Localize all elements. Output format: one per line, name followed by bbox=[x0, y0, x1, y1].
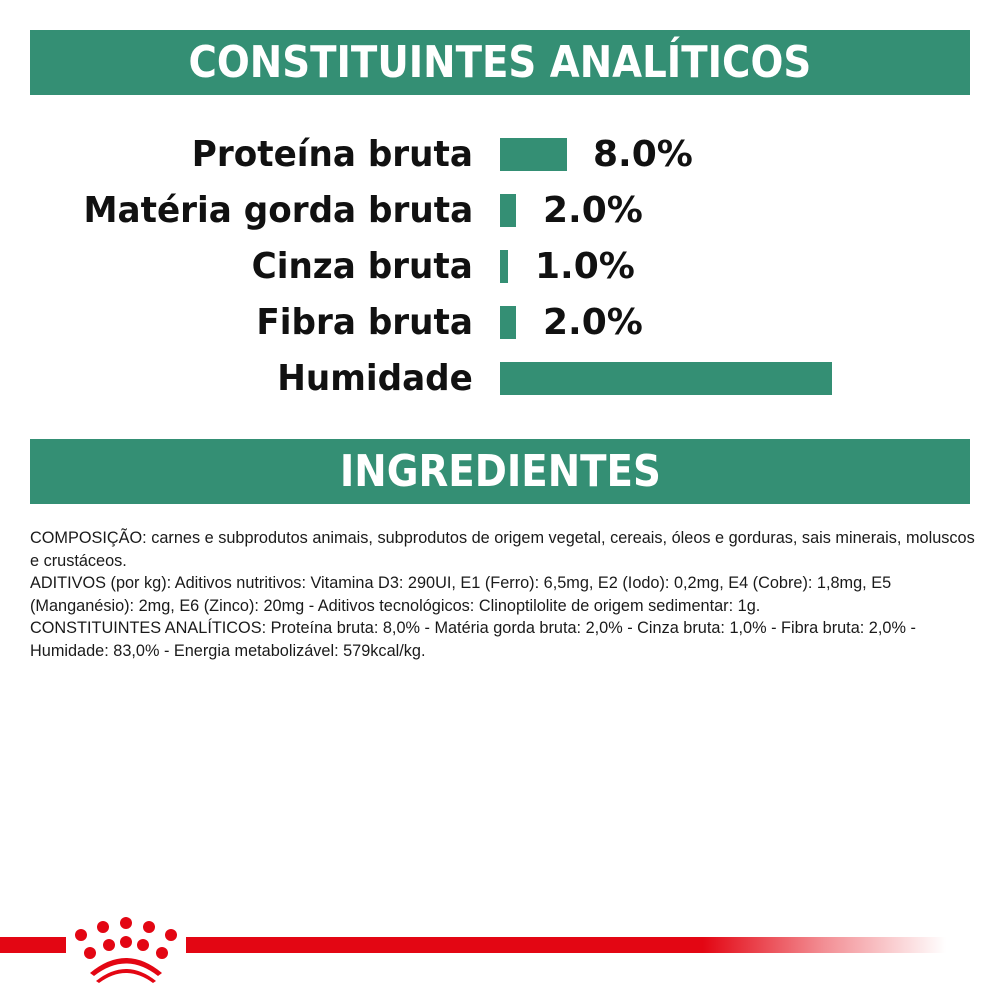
row-label: Fibra bruta bbox=[256, 302, 473, 343]
analytic-constituents-banner: CONSTITUINTES ANALÍTICOS bbox=[30, 30, 970, 95]
row-value: 8.0% bbox=[593, 134, 693, 175]
bar-protein bbox=[500, 138, 567, 171]
row-value: 1.0% bbox=[535, 246, 635, 287]
ingredients-text-block: COMPOSIÇÃO: carnes e subprodutos animais… bbox=[30, 527, 975, 663]
analytic-constituents-title: CONSTITUINTES ANALÍTICOS bbox=[188, 37, 812, 88]
royal-canin-crown-icon bbox=[75, 917, 177, 983]
chart-row-fibre: Fibra bruta 2.0% bbox=[0, 295, 1000, 351]
analytic-constituents-text: CONSTITUINTES ANALÍTICOS: Proteína bruta… bbox=[30, 619, 916, 660]
bar-ash bbox=[500, 250, 508, 283]
brand-stripe-left bbox=[0, 937, 66, 953]
row-label: Cinza bruta bbox=[251, 246, 473, 287]
bar-fibre bbox=[500, 306, 516, 339]
chart-row-moisture: Humidade bbox=[0, 351, 1000, 407]
row-value: 2.0% bbox=[543, 302, 643, 343]
chart-row-protein: Proteína bruta 8.0% bbox=[0, 127, 1000, 183]
bar-fat bbox=[500, 194, 516, 227]
chart-row-ash: Cinza bruta 1.0% bbox=[0, 239, 1000, 295]
row-value: 2.0% bbox=[543, 190, 643, 231]
row-label: Matéria gorda bruta bbox=[83, 190, 473, 231]
row-label: Proteína bruta bbox=[191, 134, 473, 175]
composition-text: COMPOSIÇÃO: carnes e subprodutos animais… bbox=[30, 529, 975, 570]
bar-moisture bbox=[500, 362, 832, 395]
ingredients-title: INGREDIENTES bbox=[339, 446, 661, 497]
ingredients-banner: INGREDIENTES bbox=[30, 439, 970, 504]
chart-row-fat: Matéria gorda bruta 2.0% bbox=[0, 183, 1000, 239]
row-label: Humidade bbox=[277, 358, 473, 399]
additives-text: ADITIVOS (por kg): Aditivos nutritivos: … bbox=[30, 574, 892, 615]
brand-stripe-right bbox=[186, 937, 946, 953]
